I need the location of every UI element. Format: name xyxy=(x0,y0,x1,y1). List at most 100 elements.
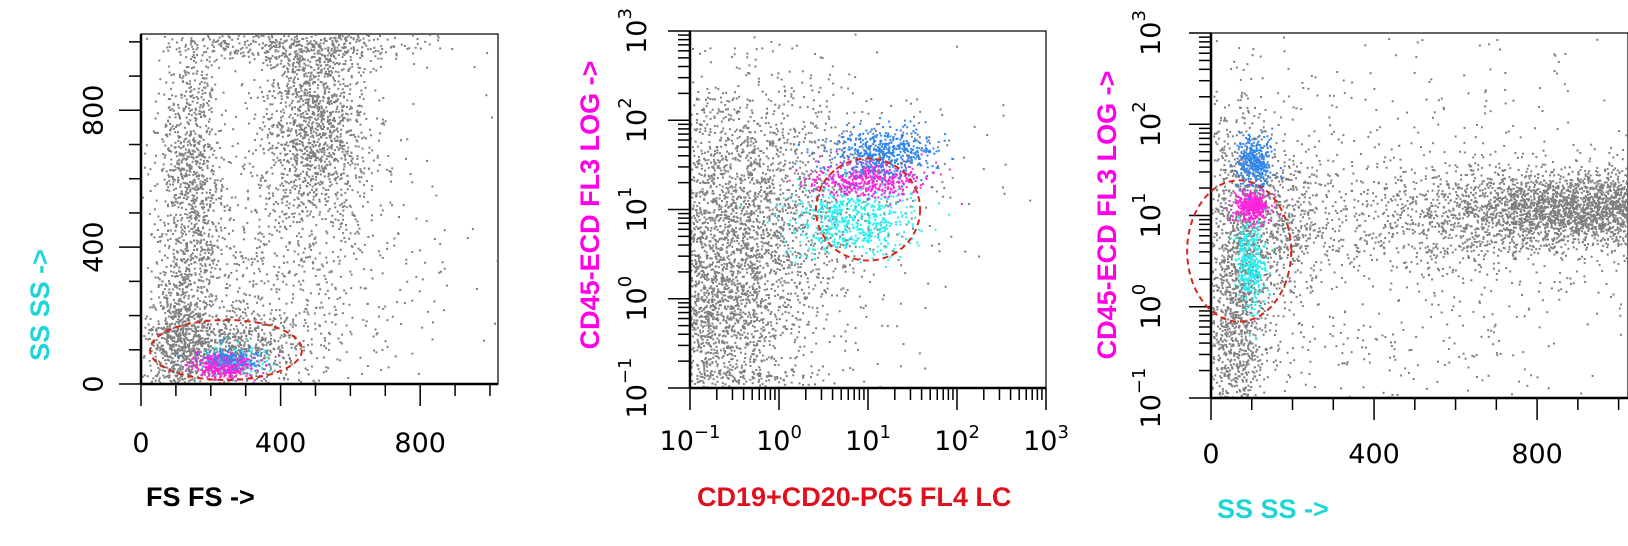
event-dot xyxy=(223,381,226,383)
event-dot xyxy=(360,105,363,108)
event-dot xyxy=(328,312,331,315)
event-dot xyxy=(170,87,173,90)
event-dot xyxy=(416,42,419,45)
event-dot xyxy=(186,319,189,322)
event-dot xyxy=(332,236,335,239)
event-dot xyxy=(285,360,287,363)
event-dot xyxy=(185,208,188,211)
event-dot xyxy=(298,190,301,193)
event-dot xyxy=(171,125,174,128)
event-dot xyxy=(322,143,325,146)
event-dot xyxy=(194,173,197,175)
event-dot xyxy=(192,130,195,133)
event-dot xyxy=(155,131,158,134)
event-dot xyxy=(256,247,259,250)
event-dot xyxy=(188,211,191,214)
event-dot xyxy=(190,303,193,306)
event-dot xyxy=(278,266,281,269)
event-dot xyxy=(179,338,182,341)
event-dot xyxy=(187,184,190,186)
event-dot xyxy=(167,229,170,232)
event-dot xyxy=(204,181,207,184)
event-dot xyxy=(197,154,200,157)
event-dot xyxy=(187,350,190,353)
event-dot xyxy=(311,188,313,191)
event-dot xyxy=(221,362,224,365)
event-dot xyxy=(154,359,157,361)
event-dot xyxy=(308,155,311,158)
event-dot xyxy=(271,66,274,69)
event-dot xyxy=(237,49,240,52)
event-dot xyxy=(336,210,339,213)
event-dot xyxy=(185,350,188,353)
event-dot xyxy=(336,49,339,52)
event-dot xyxy=(288,202,291,205)
event-dot xyxy=(273,226,276,229)
event-dot xyxy=(191,153,194,156)
event-dot xyxy=(203,206,205,209)
event-dot xyxy=(171,360,174,363)
event-dot xyxy=(261,362,264,365)
event-dot xyxy=(361,372,364,375)
event-dot xyxy=(313,39,316,42)
event-dot xyxy=(304,157,307,160)
event-dot xyxy=(334,36,337,39)
event-dot xyxy=(178,284,181,287)
event-dot xyxy=(333,48,336,51)
event-dot xyxy=(293,260,295,263)
event-dot xyxy=(173,221,176,224)
event-dot xyxy=(268,48,271,51)
event-dot xyxy=(225,345,227,348)
event-dot xyxy=(302,346,305,349)
event-dot xyxy=(175,341,178,343)
event-dot xyxy=(206,47,209,50)
event-dot xyxy=(295,96,297,99)
event-dot xyxy=(337,71,340,74)
event-dot xyxy=(220,332,223,335)
event-dot xyxy=(186,361,189,364)
event-dot xyxy=(188,348,191,351)
event-dot xyxy=(316,357,319,360)
event-dot xyxy=(168,245,171,247)
event-dot xyxy=(191,183,194,186)
event-dot xyxy=(303,319,306,321)
event-dot xyxy=(242,238,245,241)
event-dot xyxy=(297,253,300,256)
event-dot xyxy=(346,152,349,155)
event-dot xyxy=(206,368,209,371)
event-dot xyxy=(288,170,291,172)
event-dot xyxy=(167,340,169,343)
event-dot xyxy=(178,168,181,171)
event-dot xyxy=(310,352,313,355)
event-dot xyxy=(284,191,287,194)
event-dot xyxy=(207,252,210,254)
event-dot xyxy=(390,173,393,176)
event-dot xyxy=(184,71,187,74)
event-dot xyxy=(230,323,233,326)
event-dot xyxy=(167,355,170,358)
event-dot xyxy=(281,356,284,359)
event-dot xyxy=(362,205,364,208)
event-dot xyxy=(379,65,382,68)
event-dot xyxy=(215,183,218,186)
event-dot xyxy=(185,90,188,93)
event-dot xyxy=(148,213,151,215)
event-dot xyxy=(152,377,155,380)
event-dot xyxy=(200,136,203,139)
event-dot xyxy=(285,302,288,305)
event-dot xyxy=(362,41,365,44)
event-dot xyxy=(288,241,291,243)
event-dot xyxy=(202,226,204,229)
event-dot xyxy=(200,185,203,188)
event-dot xyxy=(352,46,355,49)
event-dot xyxy=(182,181,185,184)
event-dot xyxy=(206,376,209,379)
event-dot xyxy=(196,43,199,46)
event-dot xyxy=(345,52,348,55)
event-dot xyxy=(166,298,169,301)
event-dot xyxy=(234,345,237,348)
event-dot xyxy=(163,156,166,159)
events-dots xyxy=(215,35,402,292)
event-dot xyxy=(297,198,300,200)
event-dot xyxy=(310,129,313,132)
